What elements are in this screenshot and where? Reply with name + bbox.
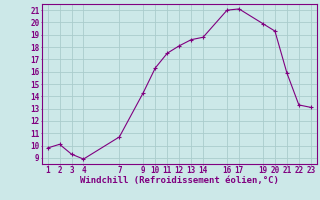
X-axis label: Windchill (Refroidissement éolien,°C): Windchill (Refroidissement éolien,°C) [80,176,279,185]
